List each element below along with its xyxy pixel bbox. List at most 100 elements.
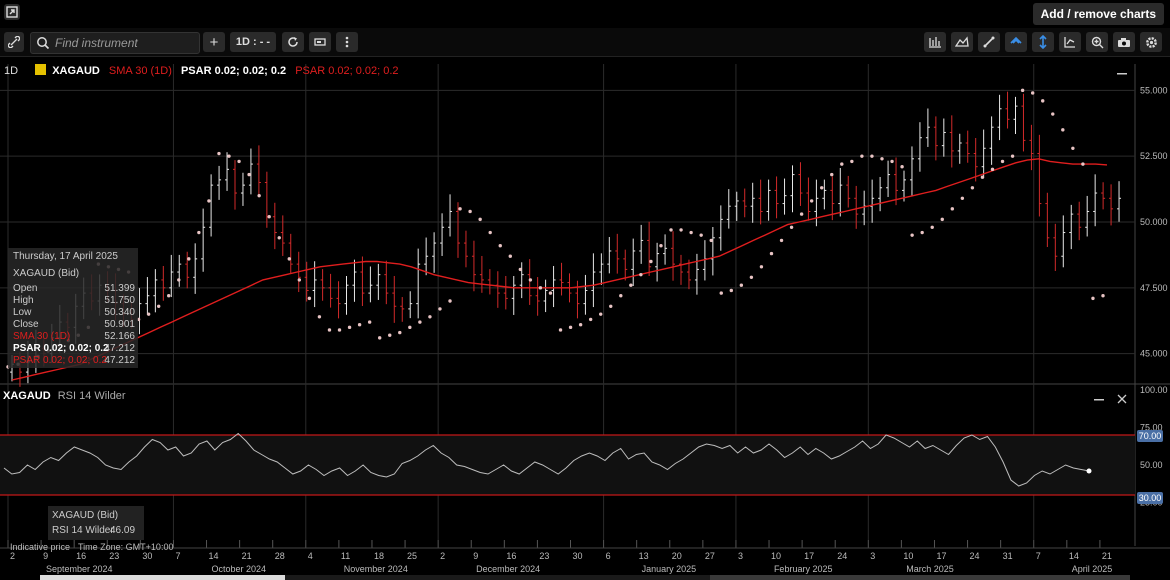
legend-psar-1[interactable]: PSAR 0.02; 0.02; 0.2	[180, 65, 287, 77]
minimize-price-panel-icon[interactable]	[1116, 68, 1128, 80]
indicators-icon[interactable]	[924, 32, 946, 52]
vertical-range-icon[interactable]	[1032, 32, 1054, 52]
time-tick-label: 24	[837, 551, 847, 561]
trendline-icon[interactable]	[978, 32, 1000, 52]
psar-dot	[498, 244, 502, 248]
tooltip-row-close: Close 50.901	[13, 319, 135, 330]
rsi-tick-label: 100.00	[1140, 385, 1168, 395]
rsi-tick-label: 50.00	[1140, 460, 1163, 470]
psar-dot	[578, 323, 583, 327]
psar-dot	[468, 209, 472, 214]
psar-dot	[528, 278, 533, 282]
psar-dot	[347, 325, 352, 330]
psar-dot	[438, 307, 442, 311]
time-tick-label: 21	[1102, 551, 1112, 561]
chart-type-icon[interactable]	[309, 32, 331, 52]
price-tick-label: 47.500	[1140, 283, 1168, 293]
minimize-rsi-panel-icon[interactable]	[1093, 394, 1105, 406]
psar-dot	[609, 304, 613, 308]
psar-dot	[599, 312, 603, 316]
refresh-icon[interactable]	[282, 32, 304, 52]
time-tick-label: 16	[506, 551, 516, 561]
legend-symbol[interactable]: XAGAUD	[52, 65, 100, 77]
drawing-mountain-icon[interactable]	[951, 32, 973, 52]
time-tick-label: 30	[573, 551, 583, 561]
price-tick-label: 45.000	[1140, 349, 1168, 359]
time-tick-label: 23	[539, 551, 549, 561]
psar-dot	[448, 299, 452, 303]
zoom-icon[interactable]	[1086, 32, 1108, 52]
psar-dot	[1041, 99, 1045, 103]
ohlc-tooltip: Thursday, 17 April 2025 XAGAUD (Bid) Ope…	[8, 248, 138, 368]
tooltip-symbol: XAGAUD (Bid)	[13, 268, 80, 279]
psar-dot	[619, 294, 623, 298]
time-tick-label: 10	[771, 551, 781, 561]
add-instrument-button[interactable]: +	[203, 32, 225, 52]
time-tick-label: 21	[242, 551, 252, 561]
psar-dot	[930, 225, 934, 229]
psar-dot	[950, 207, 955, 211]
psar-dot	[558, 328, 563, 332]
rsi-polyline	[3, 432, 1090, 487]
legend-psar-2[interactable]: PSAR 0.02; 0.02; 0.2	[295, 65, 399, 77]
time-tick-label: 2	[440, 551, 445, 561]
psar-dot	[880, 157, 884, 161]
rsi-last-dot	[1086, 468, 1092, 474]
camera-icon[interactable]	[1113, 32, 1135, 52]
popout-icon[interactable]	[4, 4, 20, 20]
time-tick-label: 24	[970, 551, 980, 561]
legend-sma[interactable]: SMA 30 (1D)	[108, 65, 172, 77]
psar-dot	[156, 304, 161, 308]
psar-dot	[388, 333, 392, 337]
psar-dot	[207, 199, 211, 203]
scrollbar-thumb[interactable]	[40, 575, 285, 580]
psar-dot	[247, 172, 251, 177]
time-tick-label: 27	[705, 551, 715, 561]
psar-dot	[267, 215, 271, 219]
axis-icon[interactable]	[1059, 32, 1081, 52]
psar-dot	[146, 312, 151, 316]
rsi-tooltip-symbol: XAGAUD (Bid)	[52, 510, 119, 521]
psar-dot	[418, 320, 422, 324]
interval-selector[interactable]: 1D : - -	[230, 32, 276, 52]
psar-dot	[970, 186, 975, 190]
month-label: October 2024	[211, 564, 266, 574]
tooltip-row-psar-2: PSAR 0.02; 0.02; 0.2 47.212	[13, 355, 135, 366]
rsi-high-badge: 70.00	[1137, 430, 1163, 442]
more-menu-icon[interactable]	[336, 32, 358, 52]
close-rsi-panel-icon[interactable]	[1116, 393, 1128, 405]
tooltip-row-psar-1: PSAR 0.02; 0.02; 0.2 47.212	[13, 343, 135, 354]
psar-dot	[287, 257, 291, 261]
time-tick-label: 16	[76, 551, 86, 561]
psar-dot	[337, 328, 342, 332]
scrollbar-thumb-right[interactable]	[710, 575, 1130, 580]
psar-dot	[639, 272, 643, 277]
tooltip-row-open: Open 51.399	[13, 283, 135, 294]
time-tick-label: 3	[870, 551, 875, 561]
psar-dot	[588, 317, 593, 322]
search-input[interactable]	[53, 34, 197, 52]
month-label: December 2024	[476, 564, 540, 574]
psar-dot	[307, 296, 312, 301]
search-icon	[37, 37, 50, 50]
rsi-title-symbol: XAGAUD	[3, 390, 51, 402]
legend-interval: 1D	[4, 65, 19, 77]
magnet-icon[interactable]	[1005, 32, 1027, 52]
price-chart[interactable]: 55.000 52.500 50.000 47.500 45.000 100.00 75.…	[0, 56, 1170, 580]
timezone-label[interactable]: Time Zone: GMT+10:00	[78, 542, 174, 552]
psar-dot	[960, 196, 965, 200]
candles	[10, 91, 1122, 387]
tooltip-date: Thursday, 17 April 2025	[13, 251, 118, 262]
rsi-title-indicator[interactable]: RSI 14 Wilder	[57, 390, 126, 402]
psar-dot	[890, 159, 894, 164]
psar-dot	[227, 154, 231, 158]
psar-dot	[1081, 162, 1085, 166]
link-icon[interactable]	[4, 32, 24, 52]
time-tick-label: 25	[407, 551, 417, 561]
psar-dot	[689, 230, 693, 235]
psar-dot	[719, 291, 723, 295]
gear-icon[interactable]	[1140, 32, 1162, 52]
add-remove-charts-button[interactable]: Add / remove charts	[1032, 3, 1164, 25]
time-scrollbar[interactable]	[40, 575, 1130, 580]
